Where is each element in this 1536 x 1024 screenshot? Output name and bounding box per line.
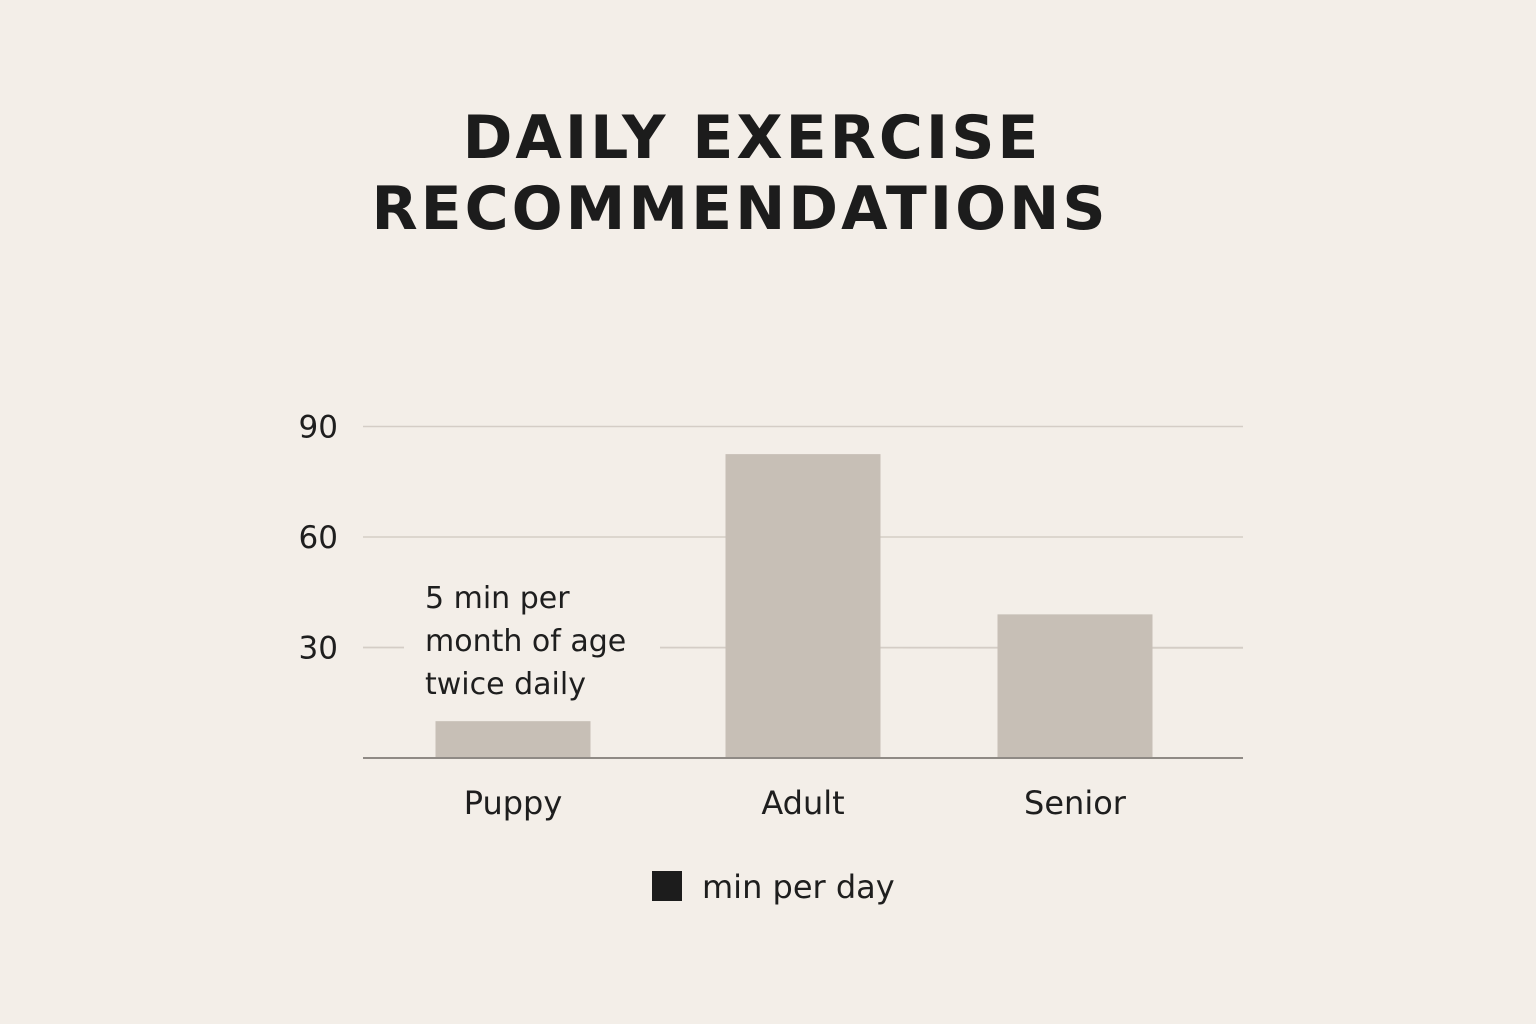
x-label-adult: Adult bbox=[761, 784, 844, 822]
chart-title: DAILY EXERCISE RECOMMENDATIONS bbox=[371, 103, 1108, 244]
bar-adult bbox=[725, 454, 881, 758]
puppy-annotation: 5 min per month of age twice daily bbox=[404, 574, 660, 704]
y-tick-label-30: 30 bbox=[299, 631, 338, 667]
y-axis-tick-labels: 30 60 90 bbox=[299, 410, 338, 667]
x-label-puppy: Puppy bbox=[464, 784, 563, 822]
bars bbox=[435, 454, 1153, 758]
x-axis-category-labels: Puppy Adult Senior bbox=[464, 784, 1127, 822]
x-label-senior: Senior bbox=[1024, 784, 1127, 822]
legend-label: min per day bbox=[702, 868, 895, 906]
annotation-background bbox=[404, 574, 660, 704]
legend: min per day bbox=[652, 868, 895, 906]
chart-title-line-1: DAILY EXERCISE bbox=[463, 103, 1042, 173]
y-tick-label-60: 60 bbox=[299, 520, 338, 556]
y-tick-label-90: 90 bbox=[299, 410, 338, 446]
bar-puppy bbox=[435, 721, 591, 758]
chart-title-line-2: RECOMMENDATIONS bbox=[371, 174, 1108, 244]
annotation-line-3: twice daily bbox=[425, 667, 586, 702]
legend-swatch bbox=[652, 871, 682, 901]
annotation-line-1: 5 min per bbox=[425, 581, 570, 616]
bar-senior bbox=[997, 614, 1153, 758]
annotation-line-2: month of age bbox=[425, 624, 626, 659]
